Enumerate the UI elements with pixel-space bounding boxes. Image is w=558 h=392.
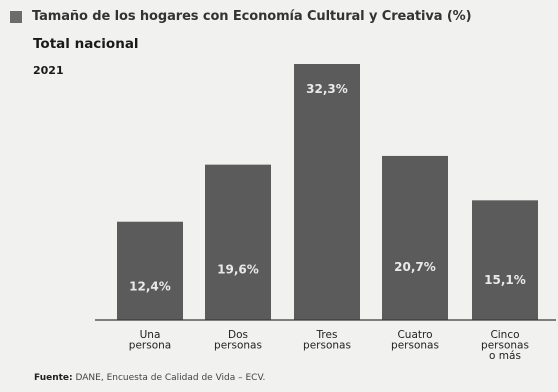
- category-label-2-line-1: Dos: [228, 329, 248, 341]
- source-note: Fuente: DANE, Encuesta de Calidad de Vid…: [34, 373, 265, 383]
- bar-2: [205, 164, 271, 320]
- source-label: Fuente:: [34, 373, 73, 383]
- category-label-3-line-1: Tres: [316, 329, 338, 341]
- category-label-4-line-1: Cuatro: [397, 329, 432, 341]
- category-label-3-line-2: personas: [303, 340, 351, 352]
- category-label-4-line-2: personas: [391, 340, 439, 352]
- data-label-3: 32,3%: [306, 82, 348, 96]
- source-text: DANE, Encuesta de Calidad de Vida – ECV.: [75, 373, 266, 383]
- category-label-5-line-2: personas: [481, 340, 529, 352]
- data-label-5: 15,1%: [484, 273, 526, 287]
- category-label-2-line-2: personas: [214, 340, 262, 352]
- chart-title: Tamaño de los hogares con Economía Cultu…: [32, 9, 472, 24]
- data-label-1: 12,4%: [129, 280, 171, 294]
- bar-3: [294, 64, 360, 320]
- category-label-1-line-2: persona: [129, 340, 171, 352]
- bar-1: [117, 221, 183, 320]
- data-label-2: 19,6%: [217, 262, 259, 276]
- bar-5: [472, 200, 538, 320]
- chart-title-row: Tamaño de los hogares con Economía Cultu…: [10, 9, 472, 24]
- category-label-5-line-1: Cinco: [490, 329, 519, 341]
- data-label-4: 20,7%: [394, 260, 436, 274]
- category-label-1-line-1: Una: [140, 329, 161, 341]
- title-marker-icon: [10, 10, 22, 23]
- chart-subtitle: Total nacional: [33, 36, 139, 52]
- category-label-5-line-3: o más: [489, 350, 521, 362]
- chart-year: 2021: [33, 64, 64, 77]
- bar-4: [382, 155, 448, 320]
